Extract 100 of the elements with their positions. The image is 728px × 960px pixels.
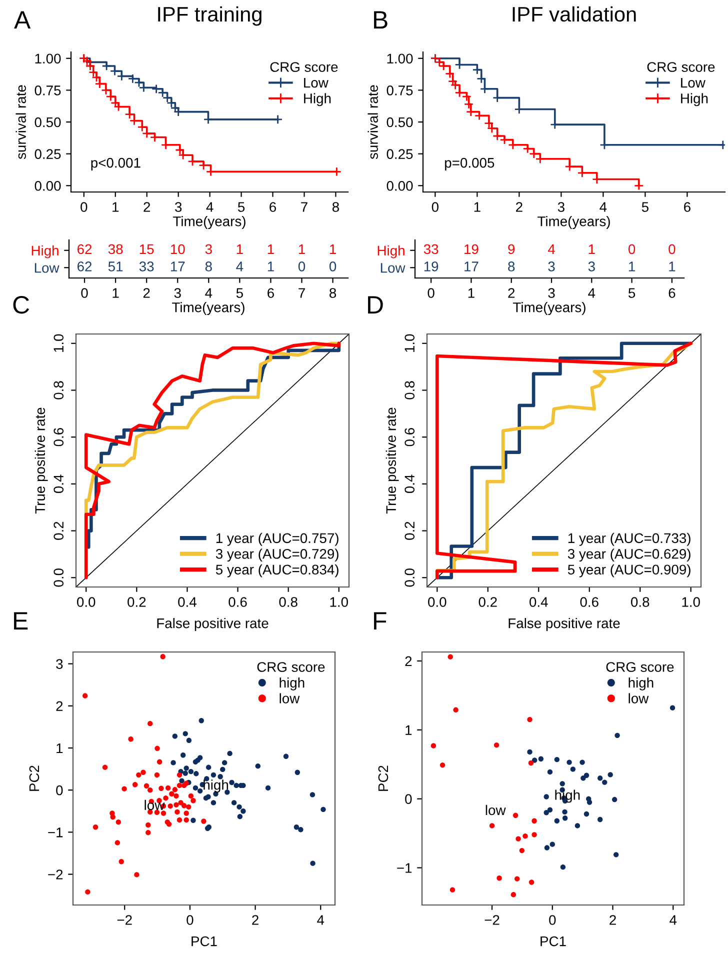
x-tick-label: 1 bbox=[112, 202, 119, 212]
y-tick-label: High bbox=[378, 245, 404, 258]
x-tick-label: 8 bbox=[332, 202, 339, 212]
x-tick-label: 1.0 bbox=[682, 597, 700, 607]
x-tick-label: 0.8 bbox=[631, 597, 650, 607]
y-tick-label: 0.00 bbox=[386, 180, 413, 191]
x-tick-label: 2 bbox=[143, 288, 150, 298]
data-label: 0 bbox=[298, 262, 306, 272]
data-label: 1 bbox=[298, 244, 305, 254]
x-tick-label: 2 bbox=[508, 288, 515, 298]
y-axis-title: PC2 bbox=[378, 766, 388, 791]
y-axis-title: True positive rate bbox=[386, 408, 399, 514]
legend-label: High bbox=[681, 93, 708, 106]
x-tick-label: 0 bbox=[81, 288, 88, 298]
x-axis-title: False positive rate bbox=[508, 618, 620, 631]
x-axis-title: False positive rate bbox=[157, 618, 268, 631]
data-label: 0 bbox=[668, 244, 676, 254]
x-tick-label: 0 bbox=[186, 915, 194, 925]
data-label: 1 bbox=[330, 244, 336, 254]
x-axis-title: Time(years) bbox=[538, 216, 610, 230]
legend-label: 1 year (AUC=0.757) bbox=[216, 532, 338, 546]
y-tick-label: 0.6 bbox=[54, 428, 64, 446]
y-tick-label: 0.25 bbox=[34, 149, 61, 159]
data-label: 1 bbox=[268, 244, 274, 254]
x-tick-label: 0.4 bbox=[178, 597, 196, 607]
y-tick-label: High bbox=[32, 245, 58, 258]
x-tick-label: 3 bbox=[548, 288, 555, 298]
y-tick-label: 3 bbox=[56, 659, 63, 669]
x-tick-label: 6 bbox=[270, 202, 276, 212]
data-label: 4 bbox=[548, 244, 555, 254]
x-axis-title: Time(years) bbox=[173, 216, 246, 230]
x-tick-label: 4 bbox=[317, 915, 324, 925]
y-tick-label: 0 bbox=[405, 794, 412, 804]
annotation: high bbox=[555, 790, 580, 803]
x-tick-label: 1 bbox=[468, 288, 474, 298]
text: F bbox=[374, 612, 386, 630]
x-tick-label: 0.8 bbox=[279, 597, 298, 607]
x-tick-label: 3 bbox=[175, 202, 182, 212]
x-tick-label: 6 bbox=[268, 288, 274, 298]
y-tick-label: 0.6 bbox=[404, 428, 415, 446]
data-label: 1 bbox=[669, 262, 676, 272]
y-axis-title: survival rate bbox=[16, 85, 26, 160]
x-tick-label: −2 bbox=[117, 915, 132, 925]
data-label: 3 bbox=[548, 262, 555, 272]
annotation: p<0.001 bbox=[91, 158, 140, 170]
data-label: 15 bbox=[140, 244, 154, 254]
x-tick-label: 2 bbox=[252, 915, 258, 925]
y-tick-label: 0 bbox=[56, 785, 63, 796]
x-tick-label: 0.6 bbox=[580, 597, 598, 607]
legend-label: High bbox=[304, 93, 331, 106]
data-label: 38 bbox=[108, 244, 123, 254]
x-tick-label: 3 bbox=[174, 288, 181, 298]
text: D bbox=[368, 296, 383, 314]
y-tick-label: 1.0 bbox=[404, 334, 415, 352]
data-label: 3 bbox=[205, 244, 212, 254]
x-tick-label: 0.0 bbox=[428, 597, 446, 607]
y-tick-label: 1.00 bbox=[387, 54, 413, 64]
y-tick-label: Low bbox=[380, 263, 406, 273]
data-label: 19 bbox=[464, 244, 478, 254]
x-axis-title: Time(years) bbox=[513, 302, 586, 316]
x-tick-label: 6 bbox=[668, 288, 676, 298]
y-tick-label: 0.00 bbox=[34, 180, 61, 191]
legend-label: Low bbox=[304, 78, 328, 88]
x-tick-label: 5 bbox=[628, 288, 636, 298]
y-tick-label: 1 bbox=[406, 725, 412, 735]
text: A bbox=[14, 11, 31, 28]
y-tick-label: 0.75 bbox=[386, 86, 413, 96]
legend-label: high bbox=[628, 677, 654, 690]
y-tick-label: 0.8 bbox=[404, 381, 415, 400]
y-tick-label: 0.8 bbox=[54, 381, 64, 400]
text: C bbox=[13, 296, 30, 314]
x-tick-label: −2 bbox=[484, 915, 500, 925]
x-tick-label: 0.0 bbox=[77, 597, 96, 607]
y-tick-label: 1.0 bbox=[54, 334, 64, 352]
y-tick-label: 1.00 bbox=[35, 54, 61, 64]
x-tick-label: 7 bbox=[298, 288, 305, 298]
legend-label: 1 year (AUC=0.733) bbox=[568, 532, 690, 546]
x-tick-label: 4 bbox=[600, 202, 607, 212]
y-axis-title: PC2 bbox=[29, 766, 40, 791]
legend-label: low bbox=[280, 693, 300, 704]
chart-title: IPF training bbox=[158, 6, 262, 26]
x-tick-label: 5 bbox=[238, 202, 245, 212]
x-tick-label: 1 bbox=[112, 288, 119, 298]
x-tick-label: 3 bbox=[558, 202, 564, 212]
x-tick-label: 2 bbox=[516, 202, 522, 212]
y-tick-label: 0.25 bbox=[386, 149, 413, 159]
y-tick-label: 1 bbox=[56, 743, 63, 754]
x-tick-label: 8 bbox=[330, 288, 336, 298]
annotation: high bbox=[204, 780, 228, 793]
x-tick-label: 0.2 bbox=[478, 597, 497, 607]
data-label: 1 bbox=[588, 244, 595, 254]
data-label: 9 bbox=[508, 244, 515, 254]
legend-label: 3 year (AUC=0.629) bbox=[568, 548, 690, 562]
legend-label: 5 year (AUC=0.909) bbox=[568, 564, 690, 578]
y-tick-label: 0.4 bbox=[404, 474, 415, 494]
x-tick-label: 0 bbox=[432, 202, 438, 212]
data-label: 33 bbox=[424, 244, 438, 254]
x-axis-title: PC1 bbox=[192, 936, 217, 946]
text: E bbox=[14, 612, 28, 630]
text: B bbox=[374, 11, 388, 28]
